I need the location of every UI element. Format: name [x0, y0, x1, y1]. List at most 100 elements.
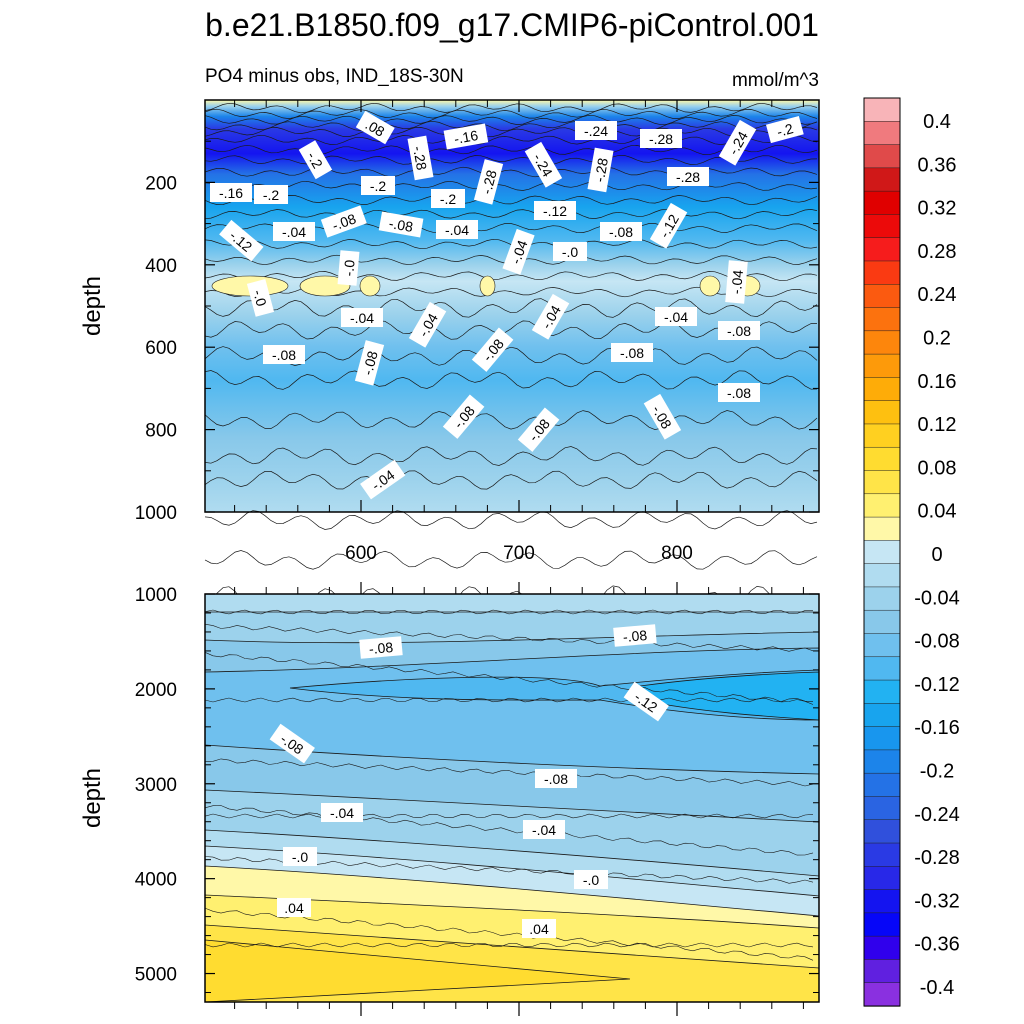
contour-label: -.16 [210, 183, 252, 202]
colorbar-swatch [863, 470, 901, 495]
colorbar-swatch [863, 493, 901, 518]
colorbar-frame [863, 97, 901, 1007]
contour-label-box [219, 219, 264, 262]
contour-label-text: -.28 [649, 131, 673, 147]
contour-label-box [436, 220, 478, 239]
contour-label-box [355, 110, 395, 145]
contour-line [204, 410, 818, 430]
colorbar-swatch [863, 121, 901, 146]
lower-panel-contours [204, 593, 820, 1003]
contour-label: -.04 [523, 820, 565, 839]
contour-line [204, 813, 814, 819]
lower-x-axis [234, 582, 804, 1016]
contour-line [204, 470, 818, 490]
contour-label: -.04 [273, 222, 315, 241]
positive-anomaly-patch [479, 275, 496, 297]
colorbar-tick-label: 0.4 [923, 111, 951, 133]
contour-label-box [359, 636, 403, 659]
contour-label-text: -.08 [330, 210, 358, 233]
colorbar-swatch [863, 935, 901, 961]
contour-label: -.08 [354, 340, 385, 386]
contour-label: .04 [277, 898, 311, 917]
contour-label: .08 [355, 110, 395, 145]
colorbar-tick-label: -0.4 [920, 977, 954, 999]
contour-label: -.08 [269, 723, 315, 764]
contour-label-text: -.08 [622, 627, 648, 645]
contour-label-box [649, 202, 688, 249]
contour-label: -.0 [337, 250, 360, 286]
colorbar-swatch [863, 656, 901, 681]
contour-label: -.08 [359, 636, 403, 659]
contour-label-box [431, 189, 465, 208]
contour-label: -.28 [640, 129, 682, 148]
contour-label: -.12 [534, 201, 576, 220]
upper-panel-field [205, 100, 819, 512]
colorbar-tick-label: -0.08 [914, 631, 960, 653]
contour-label-box [254, 185, 288, 204]
contour-label: -.28 [407, 135, 434, 181]
contour-label-box [522, 919, 556, 938]
contour-label-text: -.04 [330, 805, 354, 821]
colorbar-swatch [863, 540, 901, 565]
contour-label-text: -.12 [543, 203, 567, 219]
contour-label-text: -.0 [292, 849, 309, 865]
contour-label-text: -.2 [304, 149, 326, 171]
contour-label-text: -.08 [272, 347, 296, 363]
contour-label-text: -.28 [676, 169, 700, 185]
contour-label-box [718, 383, 760, 402]
contour-label-box [443, 123, 489, 150]
contour-label-text: -.08 [388, 215, 415, 235]
colorbar-swatch [863, 842, 901, 867]
upper-y-axis: 200 400 600 800 1000 [135, 140, 819, 524]
contour-label: -.16 [443, 123, 489, 150]
upper-contour-labels: .08 -.16 -.24-.2 -.28-.28-.24 -.28-.28 -.24-.… [210, 110, 804, 500]
colorbar-tick-label: -0.28 [914, 847, 960, 869]
contour-label-box [263, 345, 305, 364]
contour-label-box [277, 898, 311, 917]
contour-line [204, 195, 818, 206]
contour-label-text: -.2 [370, 178, 387, 194]
contour-label-text: -.0 [250, 288, 270, 308]
colorbar-tick-label: 0.36 [918, 154, 957, 176]
contour-line [204, 758, 814, 787]
colorbar-swatch [863, 190, 901, 216]
contour-label: .04 [522, 919, 556, 938]
y-tick-label: 5000 [135, 965, 177, 986]
contour-label-text: -.04 [532, 822, 556, 838]
contour-label-text: -.16 [453, 127, 480, 147]
contour-label-box [718, 321, 760, 340]
contour-label-text: .04 [284, 900, 304, 916]
colorbar-swatch [863, 679, 901, 704]
contour-label-box [623, 681, 669, 722]
contour-label-box [553, 242, 587, 261]
y-tick-label: 600 [145, 338, 177, 359]
contour-label: -.08 [600, 222, 642, 241]
contour-line [204, 114, 818, 126]
y-tick-label: 800 [145, 421, 177, 442]
contour-line [204, 166, 818, 178]
chart-title: b.e21.B1850.f09_g17.CMIP6-piControl.001 [205, 7, 819, 43]
colorbar-labels: 0.4 0.36 0.32 0.28 0.24 0.2 0.16 0.12 0.08 0.04 0 -… [914, 111, 960, 999]
contour-label-box [502, 228, 535, 275]
contour-label-box [337, 250, 360, 286]
contour-label: -.04 [655, 307, 697, 326]
contour-label-box [269, 723, 315, 764]
contour-label-box [298, 140, 333, 180]
colorbar [863, 97, 901, 1007]
contour-label-box [361, 176, 395, 195]
colorbar-swatch [863, 167, 901, 192]
colorbar-swatch [863, 609, 901, 635]
contour-label-text: -.2 [440, 191, 457, 207]
x-tick-label: 700 [503, 543, 535, 564]
contour-band [204, 593, 820, 613]
colorbar-swatch [863, 97, 901, 122]
contour-label-box [534, 201, 576, 220]
contour-label: -.04 [321, 803, 363, 822]
contour-label-box [718, 119, 757, 166]
contour-label-text: -.28 [410, 145, 430, 172]
contour-label: -.2 [298, 140, 333, 180]
contour-label-text: -.08 [727, 385, 751, 401]
contour-label-box [321, 803, 363, 822]
contour-label-text: -.0 [340, 259, 357, 277]
colorbar-swatch [863, 284, 901, 309]
